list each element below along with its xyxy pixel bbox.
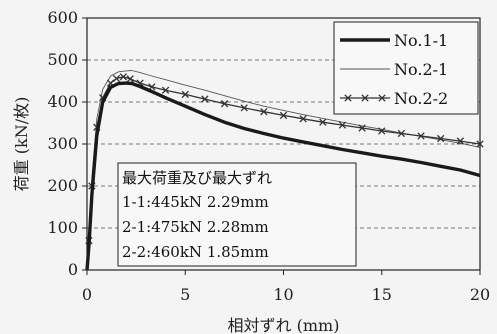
- x-tick-label: 0: [82, 285, 92, 304]
- y-tick-label: 600: [47, 8, 78, 27]
- max-load-note: 最大荷重及び最大ずれ 1-1:445kN 2.29mm 2-1:475kN 2.…: [117, 162, 357, 267]
- data-point-marker: [112, 74, 121, 83]
- series-line-No.2-2: [86, 76, 481, 271]
- data-point-marker: [161, 86, 170, 94]
- legend: No.1-1 No.2-1 No.2-2: [333, 21, 479, 115]
- data-point-marker: [240, 104, 248, 112]
- y-tick-label: 200: [47, 176, 78, 195]
- tick-labels: 0 100 200 300 400 500 600 0 5 10 15 20: [47, 8, 490, 304]
- max-load-note-line: 1-1:445kN 2.29mm: [122, 193, 269, 211]
- x-axis-label: 相対ずれ (mm): [228, 316, 340, 334]
- series-layer: [85, 70, 484, 271]
- legend-marker: [378, 94, 386, 102]
- y-tick-label: 0: [68, 260, 78, 279]
- data-point-marker: [220, 100, 229, 108]
- data-point-marker: [119, 73, 128, 81]
- max-load-note-title: 最大荷重及び最大ずれ: [122, 169, 272, 187]
- legend-marker: [361, 94, 369, 102]
- data-point-marker: [358, 124, 366, 132]
- y-tick-label: 300: [47, 134, 78, 153]
- data-point-marker: [201, 95, 209, 103]
- max-load-note-line: 2-1:475kN 2.28mm: [122, 218, 269, 236]
- data-point-marker: [437, 134, 445, 143]
- legend-label: No.1-1: [394, 31, 448, 50]
- data-point-marker: [319, 118, 327, 126]
- data-point-marker: [417, 132, 425, 140]
- y-tick-label: 400: [47, 92, 78, 111]
- series-line-No.2-1: [86, 70, 481, 271]
- y-tick-label: 500: [47, 50, 78, 69]
- x-tick-label: 10: [273, 285, 293, 304]
- max-load-note-box: [117, 162, 357, 267]
- data-point-marker: [260, 108, 268, 116]
- max-load-note-line: 2-2:460kN 1.85mm: [122, 243, 269, 261]
- data-point-marker: [456, 137, 465, 145]
- data-point-marker: [181, 90, 189, 99]
- x-tick-label: 5: [180, 285, 190, 304]
- series-line-No.1-1: [85, 81, 481, 271]
- data-point-marker: [397, 129, 406, 138]
- data-point-marker: [279, 111, 288, 120]
- legend-box: [333, 21, 479, 115]
- legend-marker: [344, 94, 352, 102]
- x-tick-label: 15: [372, 285, 392, 304]
- data-point-marker: [338, 121, 347, 129]
- data-point-marker: [299, 115, 307, 123]
- legend-label: No.2-1: [394, 60, 448, 79]
- legend-label: No.2-2: [394, 89, 448, 108]
- y-tick-label: 100: [47, 218, 78, 237]
- data-point-marker: [378, 127, 386, 135]
- data-point-marker: [126, 75, 134, 83]
- x-tick-label: 20: [470, 285, 490, 304]
- y-axis-label: 荷重 (kN/枚): [12, 97, 31, 192]
